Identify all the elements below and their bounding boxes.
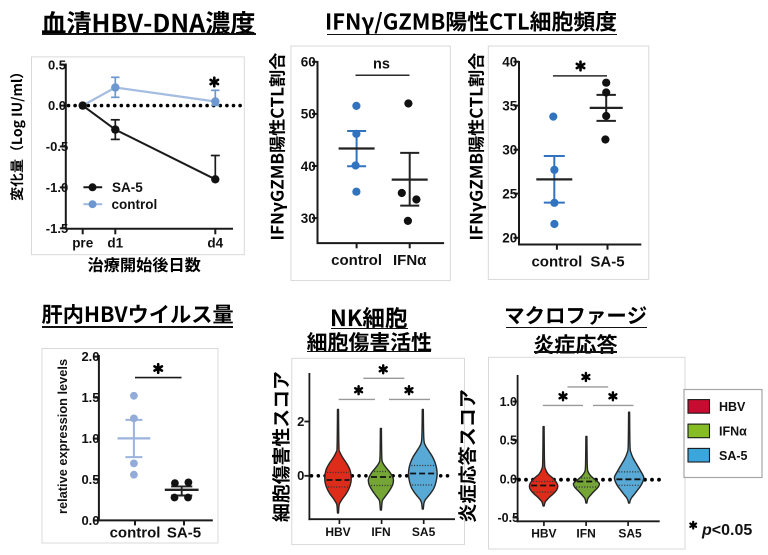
svg-text:SA5: SA5 bbox=[618, 527, 642, 541]
svg-text:2.0: 2.0 bbox=[81, 349, 99, 364]
svg-text:25: 25 bbox=[502, 186, 518, 201]
svg-text:control: control bbox=[110, 524, 161, 541]
svg-text:control: control bbox=[331, 252, 382, 269]
svg-text:60: 60 bbox=[301, 55, 316, 70]
svg-text:control: control bbox=[112, 197, 158, 212]
svg-text:-0.5: -0.5 bbox=[46, 139, 68, 154]
svg-text:HBV: HBV bbox=[531, 527, 556, 541]
svg-text:1.0: 1.0 bbox=[81, 431, 99, 446]
svg-text:1.5: 1.5 bbox=[81, 390, 99, 405]
svg-text:IFNα: IFNα bbox=[719, 425, 747, 439]
svg-text:pre: pre bbox=[72, 236, 94, 251]
svg-text:0.5: 0.5 bbox=[500, 434, 517, 448]
svg-text:40: 40 bbox=[502, 55, 517, 70]
svg-text:0: 0 bbox=[297, 468, 304, 483]
svg-text:SA5: SA5 bbox=[412, 525, 436, 539]
svg-text:0.0: 0.0 bbox=[48, 98, 66, 113]
svg-text:-1.5: -1.5 bbox=[46, 221, 68, 236]
svg-text:40: 40 bbox=[301, 159, 316, 174]
svg-text:30: 30 bbox=[502, 143, 517, 158]
svg-text:IFN: IFN bbox=[576, 527, 595, 541]
svg-text:-1.0: -1.0 bbox=[46, 180, 68, 195]
svg-text:relative expression levels: relative expression levels bbox=[55, 359, 70, 514]
svg-text:0.5: 0.5 bbox=[48, 57, 66, 72]
svg-text:ns: ns bbox=[373, 57, 390, 73]
svg-text:d1: d1 bbox=[107, 236, 123, 251]
svg-text:2: 2 bbox=[297, 414, 304, 429]
svg-text:SA-5: SA-5 bbox=[167, 524, 201, 541]
svg-text:35: 35 bbox=[502, 98, 518, 113]
svg-text:30: 30 bbox=[301, 211, 316, 226]
svg-text:p<0.05: p<0.05 bbox=[701, 522, 752, 539]
svg-text:0.0: 0.0 bbox=[81, 513, 99, 528]
svg-text:control: control bbox=[531, 253, 582, 270]
svg-text:20: 20 bbox=[502, 231, 517, 246]
svg-text:d4: d4 bbox=[207, 236, 223, 251]
svg-text:SA-5: SA-5 bbox=[719, 449, 748, 463]
svg-text:1.0: 1.0 bbox=[500, 395, 517, 409]
svg-text:50: 50 bbox=[301, 107, 316, 122]
svg-text:HBV: HBV bbox=[719, 400, 746, 414]
svg-text:SA-5: SA-5 bbox=[590, 253, 624, 270]
svg-text:0.5: 0.5 bbox=[81, 472, 99, 487]
svg-text:IFNα: IFNα bbox=[393, 252, 427, 269]
svg-text:HBV: HBV bbox=[325, 525, 350, 539]
svg-text:SA-5: SA-5 bbox=[112, 180, 143, 195]
svg-text:IFN: IFN bbox=[371, 525, 390, 539]
svg-text:-0.5: -0.5 bbox=[498, 511, 520, 525]
svg-text:0.0: 0.0 bbox=[500, 472, 517, 486]
